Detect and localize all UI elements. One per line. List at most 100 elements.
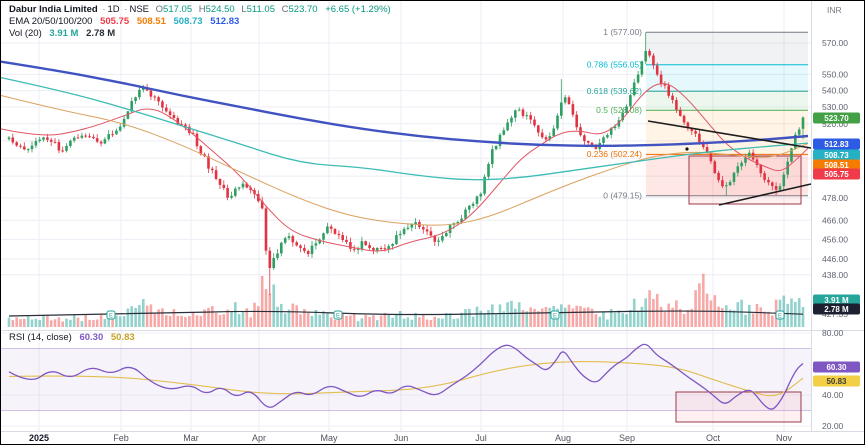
svg-text:508.73: 508.73 xyxy=(824,151,849,160)
low-label: L xyxy=(241,4,247,15)
price-tick: 540.00 xyxy=(822,86,848,96)
svg-text:3.91 M: 3.91 M xyxy=(824,296,849,305)
svg-text:E: E xyxy=(778,313,782,319)
price-tick: 550.00 xyxy=(822,69,848,79)
ema200-value: 512.83 xyxy=(210,16,240,27)
svg-text:505.75: 505.75 xyxy=(824,170,849,179)
volume-bars xyxy=(7,273,805,327)
volume-badge xyxy=(813,294,860,306)
price-tick: 446.00 xyxy=(822,254,848,264)
earnings-marker xyxy=(333,310,343,320)
price-tick: 466.00 xyxy=(822,215,848,225)
separator-dot: · xyxy=(124,4,128,15)
time-axis-label: Sep xyxy=(619,433,635,443)
last-price-badge xyxy=(813,112,860,124)
rsi-ma-line xyxy=(8,361,804,397)
svg-text:60.30: 60.30 xyxy=(826,363,847,372)
rsi-tick: 20.00 xyxy=(822,421,844,431)
volume-value: 3.91 M xyxy=(49,28,79,39)
svg-text:50.83: 50.83 xyxy=(826,377,847,386)
high-label: H xyxy=(198,4,206,15)
open-label: O xyxy=(155,4,164,15)
price-tick: 570.00 xyxy=(822,38,848,48)
price-tick: 478.00 xyxy=(822,193,848,203)
rsi-label: RSI (14, close) xyxy=(9,332,72,343)
ema-line-ema50 xyxy=(1,95,809,226)
pane-separators[interactable] xyxy=(1,1,865,432)
ema-legend-row[interactable]: EMA 20/50/100/200 505.75 508.51 508.73 5… xyxy=(9,16,391,28)
high-value: 524.50 xyxy=(205,4,235,15)
ema-line-ema100 xyxy=(1,76,809,181)
price-box xyxy=(688,155,802,205)
time-axis-label: 2025 xyxy=(29,433,49,443)
time-axis-label: Jun xyxy=(394,433,409,443)
change-value: +6.65 (+1.29%) xyxy=(325,4,391,15)
svg-text:E: E xyxy=(109,313,113,319)
rsi-line xyxy=(8,343,804,410)
volume-ma-line xyxy=(8,310,804,317)
separator-dot: · xyxy=(102,4,106,15)
fib-level-label: 1 (577.00) xyxy=(603,27,642,37)
drawing-boxes[interactable] xyxy=(675,155,802,423)
fib-level-label: 0.618 (539.62) xyxy=(587,86,642,96)
ema50-badge xyxy=(813,159,860,171)
grid xyxy=(1,1,811,431)
volume-ma-badge xyxy=(813,303,860,315)
time-axis-label: Apr xyxy=(252,433,266,443)
low-value: 511.05 xyxy=(246,4,275,15)
ema20-value: 505.75 xyxy=(100,16,130,27)
ema100-value: 508.73 xyxy=(173,16,203,27)
svg-text:523.70: 523.70 xyxy=(824,114,849,123)
close-label: C xyxy=(281,4,289,15)
rsi-ma-badge xyxy=(813,375,860,387)
fib-level-label: 0.786 (556.05) xyxy=(587,60,642,70)
rsi-value: 60.30 xyxy=(79,332,104,343)
ema100-badge xyxy=(813,149,860,161)
open-value: 517.05 xyxy=(163,4,193,15)
svg-text:E: E xyxy=(336,313,340,319)
svg-text:512.83: 512.83 xyxy=(824,140,849,149)
volume-legend-row[interactable]: Vol (20) 3.91 M 2.78 M xyxy=(9,28,391,40)
rsi-legend-row[interactable]: RSI (14, close) 60.30 50.83 xyxy=(9,332,135,343)
interval-label: 1D xyxy=(107,4,120,15)
cursor-dot xyxy=(685,147,689,151)
volume-ma-value: 2.78 M xyxy=(86,28,116,39)
symbol-legend-row[interactable]: Dabur India Limited · 1D · NSE O517.05 H52… xyxy=(9,4,391,16)
rsi-tick: 40.00 xyxy=(822,390,844,400)
candles xyxy=(7,32,805,296)
ema200-badge xyxy=(813,138,860,150)
fib-level-label: 0.5 (528.08) xyxy=(596,105,642,115)
earnings-marker xyxy=(550,310,560,320)
fib-level-label: 0 (479.15) xyxy=(603,191,642,201)
svg-text:2.78 M: 2.78 M xyxy=(824,305,849,314)
price-tick: 456.00 xyxy=(822,234,848,244)
ema-label: EMA 20/50/100/200 xyxy=(9,16,93,27)
fib-level-label: 0.236 (502.24) xyxy=(587,149,642,159)
fib-retracement[interactable]: 1 (577.00) 0.786 (556.05) 0.618 (539.62) 0.… xyxy=(587,27,808,201)
volume-label: Vol (20) xyxy=(9,28,42,39)
ema50-value: 508.51 xyxy=(136,16,166,27)
rsi-badge xyxy=(813,361,860,373)
trendline xyxy=(718,183,812,206)
rsi-tick: 80.00 xyxy=(822,328,844,338)
time-axis[interactable]: 2025 Feb Mar Apr May Jun Jul Aug Sep Oct Nov xyxy=(29,433,793,443)
price-tick: 520.00 xyxy=(822,119,848,129)
rsi-box xyxy=(675,391,802,423)
ema-line-ema200 xyxy=(1,60,809,148)
svg-text:508.51: 508.51 xyxy=(824,161,849,170)
time-axis-label: Feb xyxy=(113,433,129,443)
trendlines[interactable] xyxy=(647,120,812,206)
price-scale[interactable]: INR570.00550.00540.00530.00520.00490.004… xyxy=(813,5,860,431)
currency-label: INR xyxy=(827,5,842,15)
ema20-badge xyxy=(813,168,860,180)
exchange-label: NSE xyxy=(129,4,150,15)
time-axis-label: Jul xyxy=(475,433,487,443)
price-tick: 530.00 xyxy=(822,102,848,112)
legend: Dabur India Limited · 1D · NSE O517.05 H52… xyxy=(9,4,391,40)
symbol-title: Dabur India Limited xyxy=(9,4,98,15)
time-axis-label: May xyxy=(320,433,338,443)
time-axis-label: Mar xyxy=(183,433,199,443)
